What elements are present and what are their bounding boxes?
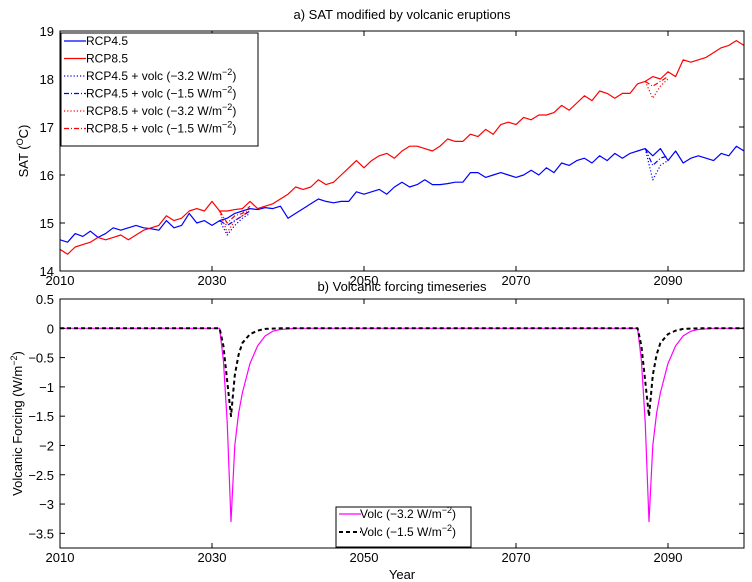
- label-main: RCP8.5 + volc (−3.2 W/m: [86, 104, 222, 118]
- y-tick-label: −3: [39, 497, 54, 512]
- panel-a: a) SAT modified by volcanic eruptions 201…: [15, 7, 745, 288]
- label-superscript: −2: [222, 102, 232, 112]
- label-main: RCP8.5 + volc (−1.5 W/m: [86, 122, 222, 136]
- x-tick-label: 2010: [46, 273, 75, 288]
- y-tick-label: 18: [40, 72, 54, 87]
- series-line-a-0: [60, 145, 744, 243]
- label-main: RCP4.5 + volc (−1.5 W/m: [86, 87, 222, 101]
- x-tick-label: 2090: [654, 550, 683, 565]
- y-tick-label: 0: [47, 321, 54, 336]
- chart-title: b) Volcanic forcing timeseries: [317, 279, 487, 294]
- x-tick-label: 2070: [502, 550, 531, 565]
- label-main: Volc (−1.5 W/m: [360, 525, 442, 539]
- series-line-b-1: [60, 327, 744, 418]
- legend-entry-label: RCP8.5 + volc (−1.5 W/m−2): [86, 120, 236, 136]
- legend: Volc (−3.2 W/m−2)Volc (−1.5 W/m−2): [335, 505, 472, 548]
- label-superscript: −2: [442, 505, 452, 515]
- label-superscript: −2: [222, 67, 232, 77]
- label-tail: ): [452, 507, 456, 521]
- label-main: SAT (: [16, 145, 31, 178]
- legend-box: [60, 32, 259, 147]
- y-tick-label: 14: [40, 264, 54, 279]
- x-tick-label: 2030: [198, 273, 227, 288]
- label-superscript: O: [15, 138, 25, 145]
- y-tick-label: −1: [39, 380, 54, 395]
- label-tail: ): [452, 525, 456, 539]
- y-tick-label: 0.5: [36, 292, 54, 307]
- y-tick-label: −3.5: [28, 526, 54, 541]
- x-tick-label: 2010: [46, 550, 75, 565]
- x-tick-label: 2030: [198, 550, 227, 565]
- legend-entry-label: RCP8.5 + volc (−3.2 W/m−2): [86, 102, 236, 118]
- label-tail: ): [232, 122, 236, 136]
- label-tail: ): [10, 351, 25, 355]
- y-tick-label: 16: [40, 168, 54, 183]
- label-superscript: −2: [222, 120, 232, 130]
- series-group: [60, 327, 744, 523]
- label-superscript: −2: [442, 523, 452, 533]
- legend-entry-label: RCP8.5: [86, 52, 128, 66]
- x-tick-label: 2090: [654, 273, 683, 288]
- x-tick-label: 2070: [502, 273, 531, 288]
- series-line-a-4: [219, 78, 669, 234]
- axes-frame: [59, 30, 745, 272]
- y-axis-label: SAT (OC): [15, 125, 31, 178]
- series-line-a-5: [219, 76, 669, 224]
- legend-entry-label: RCP4.5: [86, 34, 128, 48]
- label-main: RCP4.5: [86, 34, 128, 48]
- label-main: Volcanic Forcing (W/m: [10, 366, 25, 496]
- legend-entry-label: RCP4.5 + volc (−1.5 W/m−2): [86, 85, 236, 101]
- series-line-a-3: [219, 148, 669, 226]
- label-main: Volc (−3.2 W/m: [360, 507, 442, 521]
- x-tick-label: 2050: [350, 550, 379, 565]
- label-superscript: −2: [9, 356, 19, 366]
- legend-entry-label: Volc (−1.5 W/m−2): [360, 523, 456, 539]
- y-tick-label: 17: [40, 120, 54, 135]
- x-axis-label: Year: [389, 567, 416, 582]
- chart-title: a) SAT modified by volcanic eruptions: [293, 7, 511, 22]
- series-group: [60, 40, 744, 255]
- label-tail: ): [232, 69, 236, 83]
- y-tick-label: −0.5: [28, 351, 54, 366]
- series-line-b-0: [60, 327, 744, 523]
- y-tick-label: 15: [40, 216, 54, 231]
- series-line-a-1: [60, 40, 744, 255]
- legend-entry-label: Volc (−3.2 W/m−2): [360, 505, 456, 521]
- label-tail: ): [232, 104, 236, 118]
- y-axis-label: Volcanic Forcing (W/m−2): [9, 351, 25, 496]
- y-tick-label: −2.5: [28, 468, 54, 483]
- series-line-a-2: [219, 148, 669, 236]
- label-main: RCP8.5: [86, 52, 128, 66]
- y-tick-label: 19: [40, 24, 54, 39]
- y-tick-label: −2: [39, 438, 54, 453]
- panel-b: b) Volcanic forcing timeseries 2010 2030 20…: [9, 279, 745, 582]
- label-tail: C): [16, 125, 31, 139]
- legend-entry-label: RCP4.5 + volc (−3.2 W/m−2): [86, 67, 236, 83]
- label-tail: ): [232, 87, 236, 101]
- x-tick-label: 2050: [350, 273, 379, 288]
- label-main: RCP4.5 + volc (−3.2 W/m: [86, 69, 222, 83]
- axes-frame: [59, 298, 745, 549]
- y-tick-label: −1.5: [28, 409, 54, 424]
- label-superscript: −2: [222, 85, 232, 95]
